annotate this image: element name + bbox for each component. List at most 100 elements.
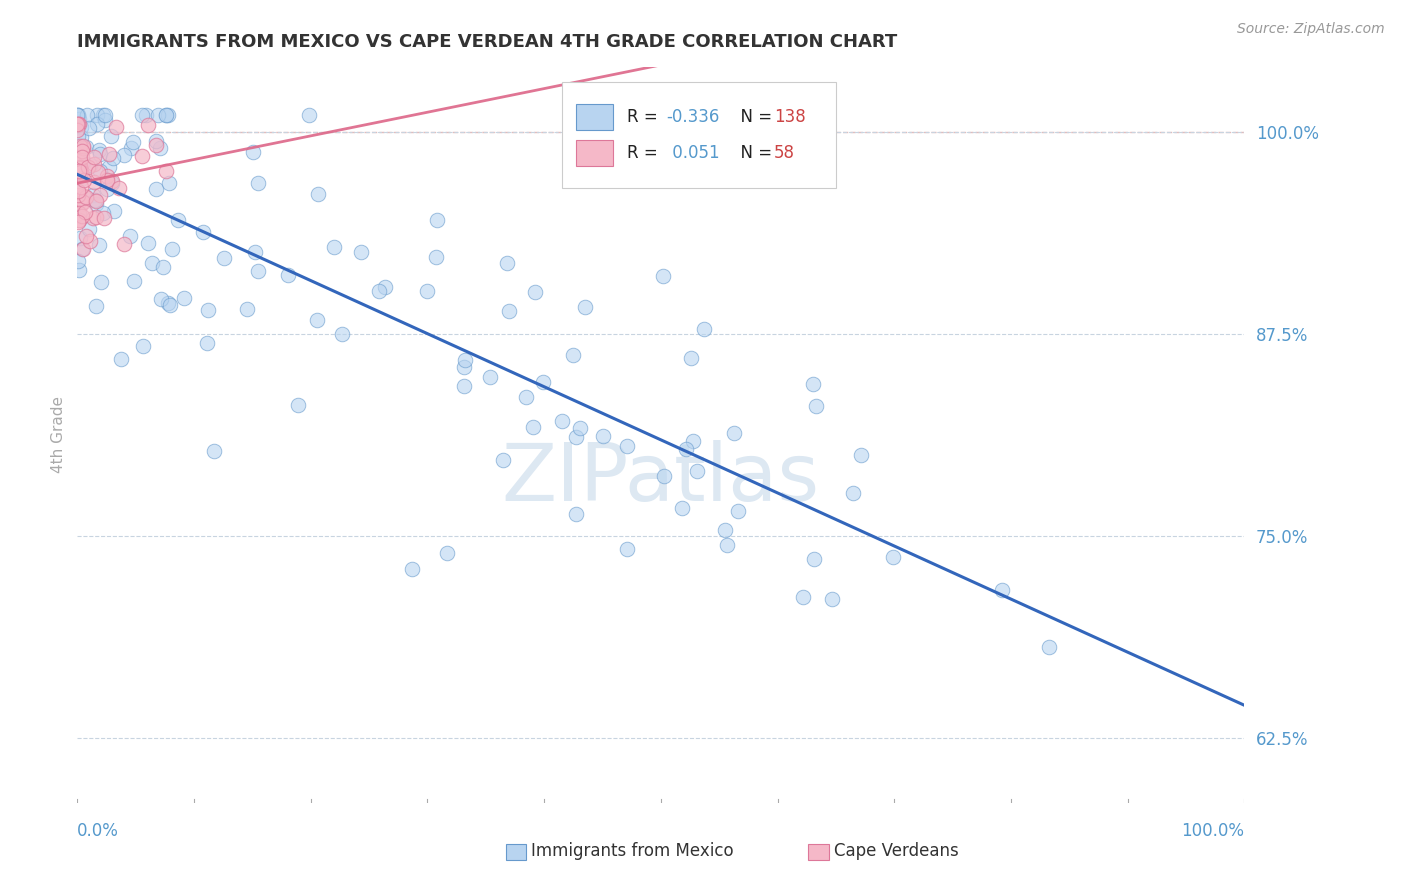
Point: [67, 193, 90, 207]
Text: ZIPatlas: ZIPatlas: [502, 440, 820, 518]
Point: [67, 213, 90, 227]
Point: [72, 139, 94, 153]
Point: [66, 116, 89, 130]
Point: [69, 144, 91, 158]
Point: [84, 194, 107, 208]
Point: [101, 174, 124, 188]
Point: [842, 485, 865, 500]
Point: [159, 298, 181, 312]
Point: [792, 591, 814, 605]
Point: [247, 263, 270, 277]
Point: [806, 399, 828, 413]
Point: [70, 193, 93, 207]
Point: [94, 108, 117, 122]
Point: [991, 582, 1014, 597]
Point: [91, 108, 114, 122]
Point: [77, 120, 100, 135]
Point: [882, 550, 904, 565]
Point: [72, 194, 94, 209]
Point: [73, 205, 96, 219]
Point: [107, 181, 129, 195]
Point: [69, 171, 91, 186]
Text: R =: R =: [627, 144, 664, 162]
Point: [155, 164, 177, 178]
Text: IMMIGRANTS FROM MEXICO VS CAPE VERDEAN 4TH GRADE CORRELATION CHART: IMMIGRANTS FROM MEXICO VS CAPE VERDEAN 4…: [77, 34, 897, 52]
Point: [112, 236, 135, 251]
Text: N =: N =: [730, 108, 778, 126]
Point: [145, 182, 167, 196]
Point: [69, 209, 91, 223]
Point: [87, 165, 110, 179]
Point: [652, 268, 675, 283]
Point: [67, 128, 90, 143]
Point: [90, 275, 112, 289]
Point: [686, 463, 709, 477]
Point: [305, 312, 328, 326]
Point: [149, 141, 172, 155]
Point: [79, 158, 101, 172]
Point: [75, 140, 97, 154]
Y-axis label: 4th Grade: 4th Grade: [51, 396, 66, 474]
Point: [84, 211, 107, 225]
Point: [70, 120, 93, 134]
Point: [69, 193, 91, 207]
Point: [72, 242, 94, 256]
Point: [524, 285, 547, 300]
Point: [83, 157, 105, 171]
Point: [713, 523, 735, 537]
Point: [693, 322, 716, 336]
Point: [70, 144, 93, 158]
Point: [69, 161, 91, 175]
Point: [82, 188, 104, 202]
Point: [551, 414, 574, 428]
Bar: [575, 140, 613, 166]
Point: [67, 212, 90, 227]
Point: [307, 187, 329, 202]
Point: [131, 149, 153, 163]
Point: [82, 211, 104, 226]
Point: [69, 164, 91, 178]
Point: [374, 280, 396, 294]
Point: [401, 562, 423, 576]
Point: [69, 112, 91, 126]
Point: [616, 541, 638, 556]
Point: [86, 117, 108, 131]
Point: [162, 242, 184, 256]
Point: [66, 116, 89, 130]
Point: [243, 245, 266, 260]
Text: -0.336: -0.336: [666, 108, 720, 126]
Point: [716, 538, 738, 552]
Point: [86, 108, 108, 122]
Text: 58: 58: [775, 144, 794, 162]
Point: [66, 161, 89, 175]
Point: [723, 426, 745, 441]
Point: [66, 162, 89, 177]
Point: [166, 212, 188, 227]
Point: [565, 507, 588, 521]
Point: [120, 141, 142, 155]
Point: [436, 546, 458, 560]
Bar: [575, 104, 613, 129]
Point: [83, 194, 105, 208]
Text: 100.0%: 100.0%: [1181, 822, 1244, 840]
Point: [453, 359, 475, 374]
Point: [155, 108, 177, 122]
Point: [202, 443, 225, 458]
Point: [66, 184, 89, 198]
Point: [69, 151, 91, 165]
Point: [145, 137, 167, 152]
Point: [242, 145, 264, 159]
Point: [89, 163, 111, 178]
Point: [79, 234, 101, 248]
Point: [72, 154, 94, 169]
Point: [121, 135, 143, 149]
Point: [84, 299, 107, 313]
Point: [425, 250, 447, 264]
Point: [330, 327, 353, 342]
Point: [152, 260, 174, 274]
Point: [124, 274, 146, 288]
Point: [568, 420, 591, 434]
Point: [69, 130, 91, 145]
Point: [131, 108, 153, 122]
Point: [298, 108, 321, 122]
